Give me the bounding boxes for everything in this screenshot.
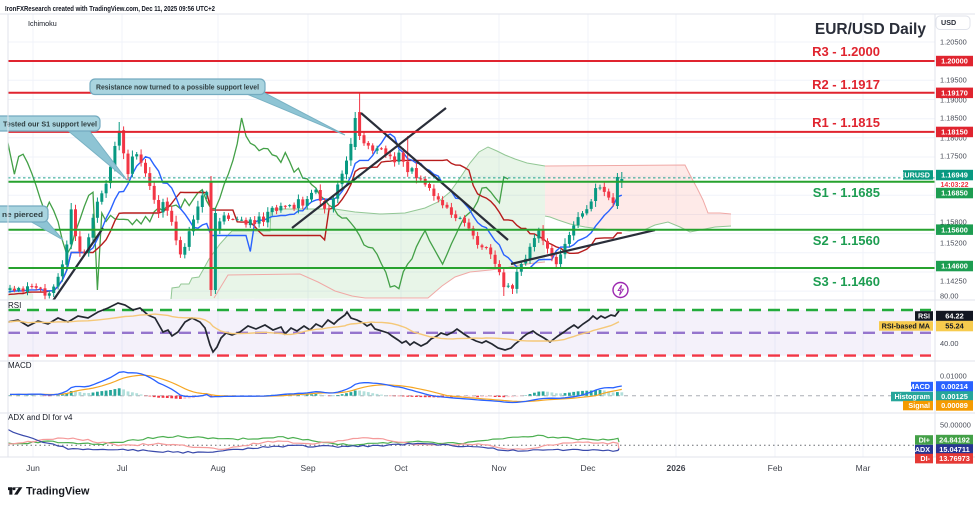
svg-text:Signal: Signal	[908, 401, 930, 410]
svg-text:R2 - 1.1917: R2 - 1.1917	[812, 77, 880, 92]
svg-text:0.01000: 0.01000	[940, 372, 967, 381]
svg-text:0.00214: 0.00214	[941, 382, 969, 391]
svg-text:Histogram: Histogram	[894, 392, 930, 401]
svg-text:15.04711: 15.04711	[939, 445, 969, 454]
svg-text:0.00125: 0.00125	[941, 392, 968, 401]
svg-text:1.18500: 1.18500	[940, 114, 967, 123]
svg-text:Jul: Jul	[117, 463, 128, 473]
svg-text:USD: USD	[941, 18, 956, 27]
svg-text:1.19500: 1.19500	[940, 76, 967, 85]
svg-text:1.15600: 1.15600	[941, 225, 968, 234]
svg-text:1.18150: 1.18150	[941, 128, 968, 137]
svg-text:Oct: Oct	[394, 463, 408, 473]
svg-text:Ichimoku: Ichimoku	[28, 19, 57, 28]
svg-text:24.84192: 24.84192	[939, 436, 970, 445]
svg-text:50.00000: 50.00000	[940, 421, 971, 430]
svg-text:1.20500: 1.20500	[940, 38, 967, 47]
svg-text:55.24: 55.24	[945, 322, 964, 331]
svg-text:MACD: MACD	[8, 361, 32, 370]
svg-text:MACD: MACD	[908, 382, 930, 391]
svg-text:Mar: Mar	[856, 463, 871, 473]
svg-text:R1 - 1.1815: R1 - 1.1815	[812, 115, 880, 130]
svg-text:64.22: 64.22	[945, 312, 964, 321]
svg-text:S1 - 1.1685: S1 - 1.1685	[813, 185, 880, 200]
svg-text:RSI: RSI	[918, 312, 930, 321]
svg-text:1.15200: 1.15200	[940, 239, 967, 248]
svg-text:1.17500: 1.17500	[940, 152, 967, 161]
svg-text:1.19170: 1.19170	[941, 89, 968, 98]
svg-text:S3 - 1.1460: S3 - 1.1460	[813, 274, 880, 289]
svg-text:40.00: 40.00	[940, 339, 959, 348]
svg-text:0.00089: 0.00089	[941, 401, 968, 410]
svg-text:DI+: DI+	[919, 436, 930, 445]
svg-text:EUR/USD Daily: EUR/USD Daily	[815, 21, 926, 38]
svg-text:1.16850: 1.16850	[941, 189, 968, 198]
svg-text:1.20000: 1.20000	[941, 57, 968, 66]
svg-text:Resistance now turned to a pos: Resistance now turned to a possible supp…	[96, 83, 259, 92]
svg-text:2026: 2026	[667, 463, 686, 473]
svg-text:ADX: ADX	[915, 445, 930, 454]
svg-text:1.14250: 1.14250	[940, 277, 967, 286]
svg-text:Tested our S1 support level: Tested our S1 support level	[3, 119, 97, 128]
svg-text:80.00: 80.00	[940, 292, 959, 301]
svg-text:Nov: Nov	[491, 463, 507, 473]
svg-text:Aug: Aug	[210, 463, 225, 473]
svg-text:EURUSD: EURUSD	[900, 171, 930, 180]
svg-text:Feb: Feb	[768, 463, 783, 473]
svg-text:1.14600: 1.14600	[941, 262, 968, 271]
svg-text:S2 - 1.1560: S2 - 1.1560	[813, 233, 880, 248]
svg-text:Jun: Jun	[26, 463, 40, 473]
svg-text:RSI: RSI	[8, 301, 21, 310]
svg-text:IronFXResearch created with Tr: IronFXResearch created with TradingView.…	[5, 6, 215, 13]
svg-text:Dec: Dec	[580, 463, 596, 473]
svg-text:ADX and DI for v4: ADX and DI for v4	[8, 413, 73, 422]
svg-text:DI-: DI-	[920, 454, 930, 463]
svg-text:RSI-based MA: RSI-based MA	[882, 322, 930, 331]
svg-text:Sep: Sep	[300, 463, 315, 473]
svg-text:R3 - 1.2000: R3 - 1.2000	[812, 44, 880, 59]
svg-text:TradingView: TradingView	[26, 486, 90, 498]
svg-text:13.76973: 13.76973	[939, 454, 970, 463]
svg-text:1.16949: 1.16949	[941, 171, 968, 180]
